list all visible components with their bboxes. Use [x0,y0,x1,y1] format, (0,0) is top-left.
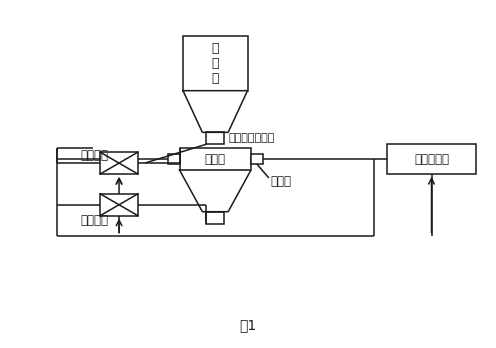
Text: 加料控制: 加料控制 [80,149,108,162]
Bar [183,36,248,91]
Polygon shape [180,170,251,212]
Text: 称量斗: 称量斗 [205,153,226,166]
Text: 传感器: 传感器 [271,175,292,188]
Bar [180,148,251,170]
Text: 放料控制: 放料控制 [80,214,108,227]
Bar [168,154,180,164]
Bar [251,154,263,164]
Bar [206,132,224,144]
Text: 储
料
斗: 储 料 斗 [211,42,219,85]
Bar [206,212,224,224]
Bar [100,194,138,216]
Bar [100,152,138,174]
Polygon shape [183,91,248,132]
Text: 图1: 图1 [240,318,256,332]
Bar [387,144,476,174]
Text: 电磁振动给料机: 电磁振动给料机 [228,133,274,143]
Text: 配料控制器: 配料控制器 [414,153,449,166]
